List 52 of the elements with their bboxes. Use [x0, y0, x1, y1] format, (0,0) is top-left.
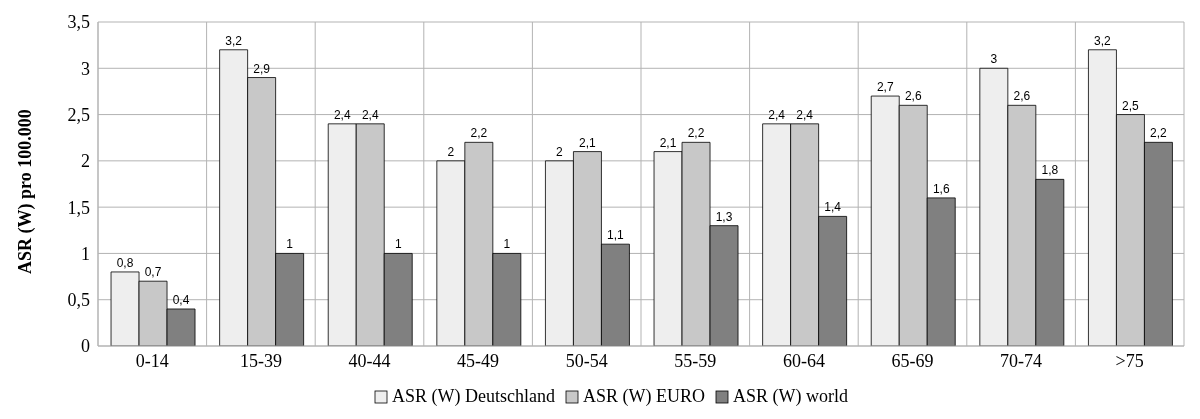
data-label: 1,4 [824, 200, 842, 215]
y-axis-title: ASR (W) pro 100.000 [15, 109, 37, 274]
y-tick-label: 3 [81, 58, 90, 79]
x-tick-label: >75 [1115, 350, 1144, 371]
data-label: 0,8 [116, 255, 134, 270]
data-label: 3 [990, 52, 998, 67]
data-label: 1 [503, 237, 511, 252]
x-tick-label: 65-69 [891, 350, 934, 371]
data-label: 2,7 [876, 80, 894, 95]
x-tick-label: 40-44 [348, 350, 391, 371]
y-tick-label: 1,5 [67, 197, 90, 218]
data-label: 1,3 [715, 209, 733, 224]
x-tick-label: 15-39 [239, 350, 282, 371]
x-tick-label: 45-49 [457, 350, 500, 371]
data-label: 3,2 [1094, 33, 1112, 48]
data-label: 2,1 [579, 135, 597, 150]
legend-label: ASR (W) EURO [582, 386, 705, 407]
data-label: 3,2 [225, 33, 243, 48]
data-label: 2,4 [361, 107, 379, 122]
data-label: 2,6 [904, 89, 922, 104]
y-tick-label: 0 [81, 336, 90, 357]
data-label: 2,4 [333, 107, 351, 122]
data-label: 2,9 [253, 61, 271, 76]
data-label: 0,4 [172, 292, 190, 307]
x-tick-label: 60-64 [782, 350, 825, 371]
data-label: 1 [394, 237, 402, 252]
data-label: 2,1 [659, 135, 677, 150]
data-label: 2,4 [768, 107, 786, 122]
data-label: 2,2 [1150, 126, 1168, 141]
data-label: 1 [286, 237, 294, 252]
data-label: 1,6 [932, 181, 950, 196]
x-tick-label: 50-54 [565, 350, 608, 371]
x-tick-label: 0-14 [135, 350, 169, 371]
data-label: 2,6 [1013, 89, 1031, 104]
y-tick-label: 3,5 [67, 12, 90, 33]
data-label: 2,2 [470, 126, 488, 141]
data-label: 2,4 [796, 107, 814, 122]
y-tick-label: 0,5 [67, 290, 90, 311]
data-label: 1,8 [1041, 163, 1059, 178]
x-tick-label: 55-59 [674, 350, 717, 371]
y-tick-label: 1 [81, 243, 90, 264]
x-tick-label: 70-74 [1000, 350, 1043, 371]
y-tick-label: 2,5 [67, 104, 90, 125]
legend-label: ASR (W) Deutschland [391, 386, 555, 407]
data-label: 2 [556, 144, 564, 159]
data-label: 2,5 [1122, 98, 1140, 113]
data-label: 2,2 [687, 126, 705, 141]
data-label: 2 [447, 144, 455, 159]
y-tick-label: 2 [81, 151, 90, 172]
data-label: 0,7 [144, 265, 162, 280]
data-label: 1,1 [607, 228, 625, 243]
legend-label: ASR (W) world [732, 386, 848, 407]
